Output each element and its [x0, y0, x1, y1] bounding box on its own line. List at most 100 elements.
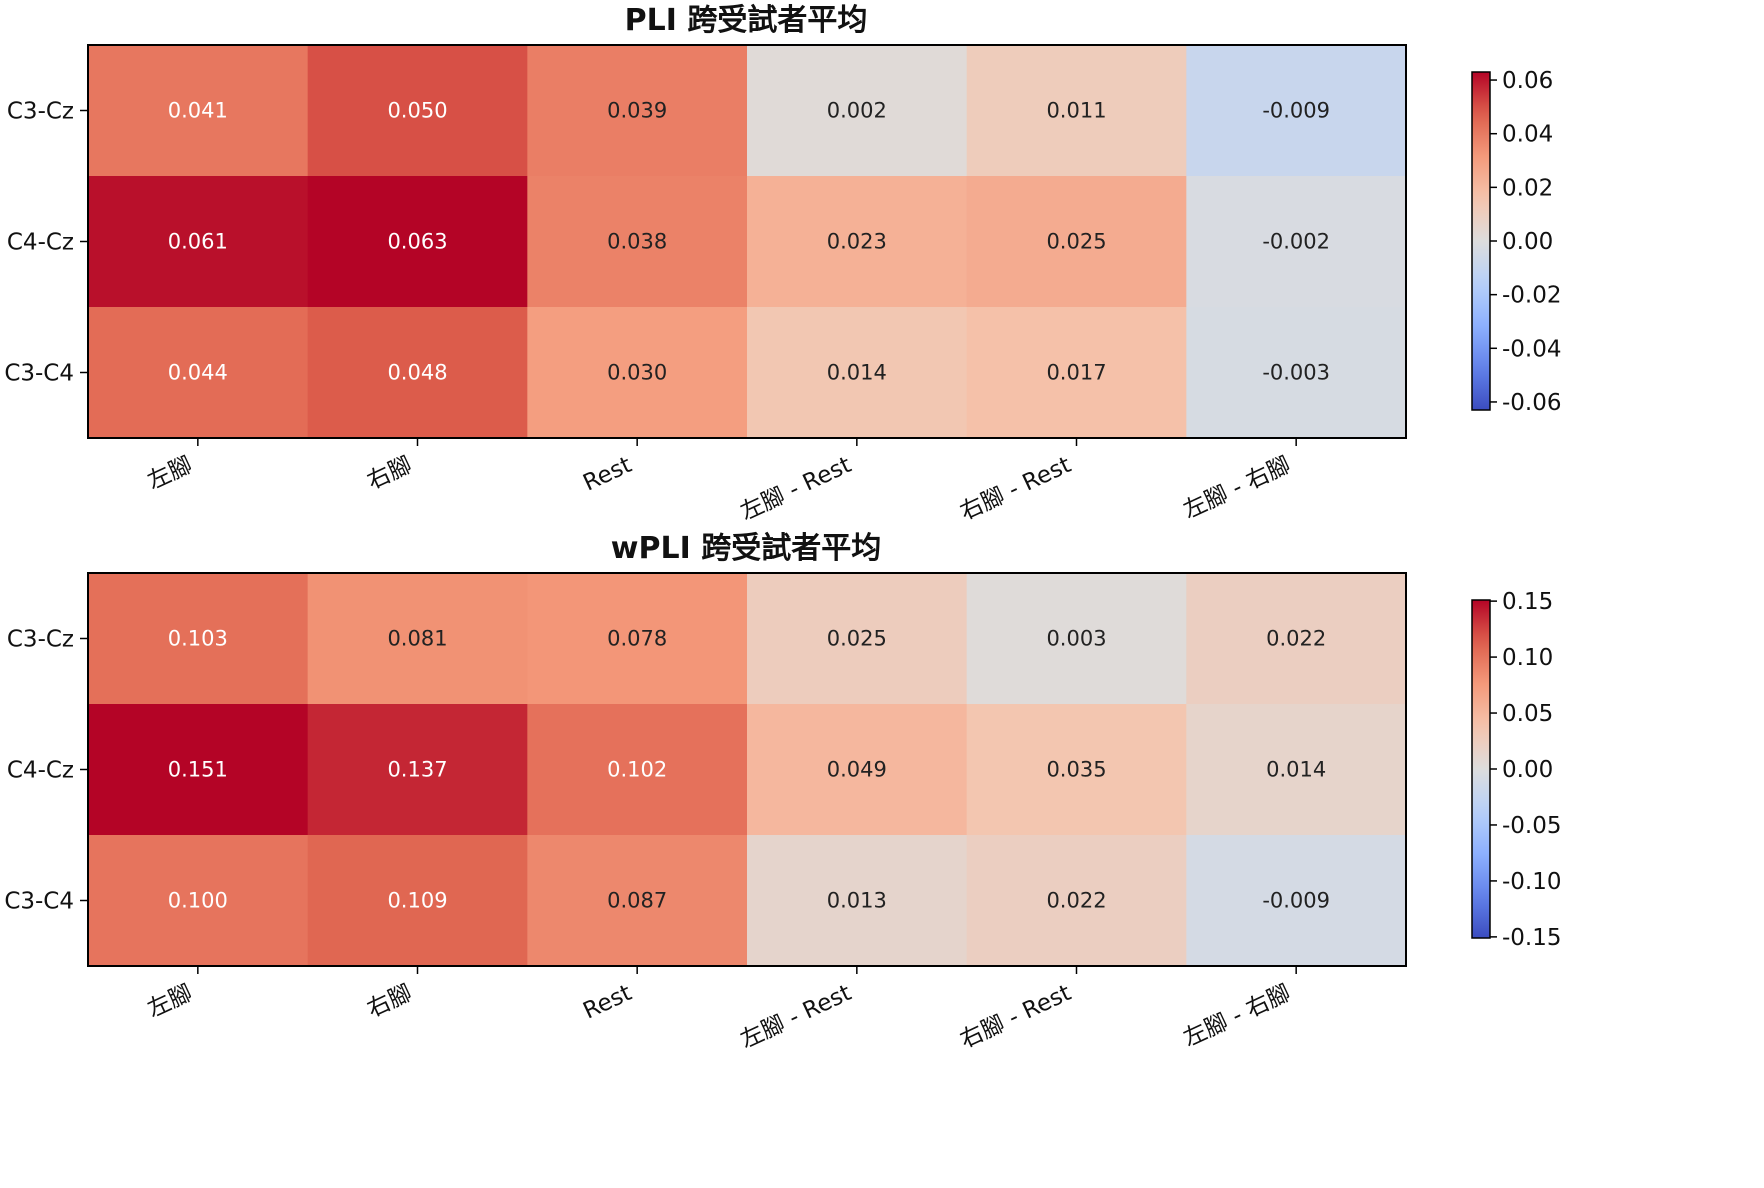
colorbar-tick-label: 0.02 [1502, 175, 1553, 201]
heatmap-cell [747, 45, 968, 177]
cell-value-label: 0.061 [168, 230, 228, 254]
y-tick-label: C3-C4 [4, 889, 74, 915]
x-tick-label: 左腳 [144, 980, 197, 1023]
x-tick-label: Rest [579, 980, 635, 1025]
cell-value-label: 0.044 [168, 361, 228, 385]
colorbar-tick-label: -0.04 [1502, 336, 1562, 362]
cell-value-label: 0.081 [387, 627, 447, 651]
colorbar-tick-label: -0.06 [1502, 390, 1562, 416]
x-tick-label: 右腳 - Rest [956, 980, 1075, 1054]
cell-value-label: 0.039 [607, 99, 667, 123]
heatmap-cell [1186, 176, 1407, 308]
heatmap-cell [966, 45, 1187, 177]
cell-value-label: 0.014 [1266, 758, 1326, 782]
heatmap-cell [307, 704, 528, 836]
heatmap-cell [966, 307, 1187, 439]
colorbar-tick-label: 0.10 [1502, 645, 1553, 671]
cell-value-label: 0.003 [1046, 627, 1106, 651]
cell-value-label: 0.014 [827, 361, 887, 385]
heatmap-cell [88, 307, 309, 439]
chart-title: wPLI 跨受試者平均 [611, 531, 881, 566]
x-tick-label: 左腳 - Rest [737, 452, 856, 526]
colorbar [1472, 72, 1490, 410]
heatmap-cell [1186, 573, 1407, 705]
x-tick-label: 左腳 - 右腳 [1180, 452, 1295, 524]
cell-value-label: 0.063 [387, 230, 447, 254]
heatmap-cell [88, 45, 309, 177]
heatmap-cell [527, 45, 748, 177]
colorbar-tick-label: 0.06 [1502, 68, 1553, 94]
cell-value-label: 0.025 [1046, 230, 1106, 254]
heatmap-cell [747, 835, 968, 967]
heatmap-cell [1186, 307, 1407, 439]
cell-value-label: 0.002 [827, 99, 887, 123]
x-tick-label: Rest [579, 452, 635, 497]
cell-value-label: -0.009 [1262, 99, 1330, 123]
heatmap-cell [966, 176, 1187, 308]
heatmap-cell [747, 176, 968, 308]
heatmap-cell [307, 573, 528, 705]
heatmap-panel-pli: PLI 跨受試者平均 0.041 0.050 0.039 0.002 0.011 -0.00… [4, 3, 1561, 526]
cell-value-label: 0.013 [827, 889, 887, 913]
cell-value-label: 0.078 [607, 627, 667, 651]
y-tick-label: C4-Cz [7, 230, 74, 256]
y-tick-label: C4-Cz [7, 758, 74, 784]
heatmap-cell [1186, 45, 1407, 177]
heatmap-cell [527, 704, 748, 836]
colorbar-tick-label: -0.02 [1502, 283, 1562, 309]
heatmap-cell [527, 573, 748, 705]
colorbar-tick-label: 0.05 [1502, 701, 1553, 727]
cell-value-label: 0.023 [827, 230, 887, 254]
cell-value-label: 0.030 [607, 361, 667, 385]
cell-value-label: 0.050 [387, 99, 447, 123]
heatmap-cell [88, 835, 309, 967]
colorbar-tick-label: 0.00 [1502, 229, 1553, 255]
heatmap-cell [307, 45, 528, 177]
cell-value-label: -0.009 [1262, 889, 1330, 913]
heatmap-cell [747, 573, 968, 705]
heatmap-panel-wpli: wPLI 跨受試者平均 0.103 0.081 0.078 0.025 0.003 0.02… [4, 531, 1561, 1054]
heatmap-cell [307, 307, 528, 439]
cell-value-label: 0.038 [607, 230, 667, 254]
colorbar [1472, 600, 1490, 938]
heatmap-cell [307, 176, 528, 308]
cell-value-label: 0.048 [387, 361, 447, 385]
heatmap-cell [747, 704, 968, 836]
heatmap-cell [88, 573, 309, 705]
heatmap-cell [747, 307, 968, 439]
cell-value-label: 0.151 [168, 758, 228, 782]
colorbar-tick-label: 0.00 [1502, 757, 1553, 783]
heatmap-cell [88, 176, 309, 308]
cell-value-label: 0.049 [827, 758, 887, 782]
x-tick-label: 左腳 - 右腳 [1180, 980, 1295, 1052]
heatmap-cell [527, 176, 748, 308]
cell-value-label: 0.041 [168, 99, 228, 123]
x-tick-label: 右腳 - Rest [956, 452, 1075, 526]
cell-value-label: 0.035 [1046, 758, 1106, 782]
cell-value-label: 0.025 [827, 627, 887, 651]
x-tick-label: 左腳 [144, 452, 197, 495]
heatmap-cell [966, 835, 1187, 967]
cell-value-label: 0.022 [1266, 627, 1326, 651]
y-tick-label: C3-C4 [4, 361, 74, 387]
heatmap-cell [527, 835, 748, 967]
cell-value-label: 0.017 [1046, 361, 1106, 385]
cell-value-label: 0.100 [168, 889, 228, 913]
heatmap-cell [966, 573, 1187, 705]
heatmap-cell [307, 835, 528, 967]
cell-value-label: -0.003 [1262, 361, 1330, 385]
cell-value-label: 0.022 [1046, 889, 1106, 913]
colorbar-tick-label: -0.15 [1502, 925, 1562, 951]
chart-title: PLI 跨受試者平均 [625, 3, 868, 38]
cell-value-label: 0.011 [1046, 99, 1106, 123]
y-tick-label: C3-Cz [7, 99, 74, 125]
cell-value-label: 0.087 [607, 889, 667, 913]
x-tick-label: 右腳 [363, 452, 416, 495]
cell-value-label: 0.103 [168, 627, 228, 651]
cell-value-label: 0.102 [607, 758, 667, 782]
heatmap-cell [88, 704, 309, 836]
cell-value-label: 0.137 [387, 758, 447, 782]
heatmap-cell [966, 704, 1187, 836]
heatmap-cell [1186, 704, 1407, 836]
